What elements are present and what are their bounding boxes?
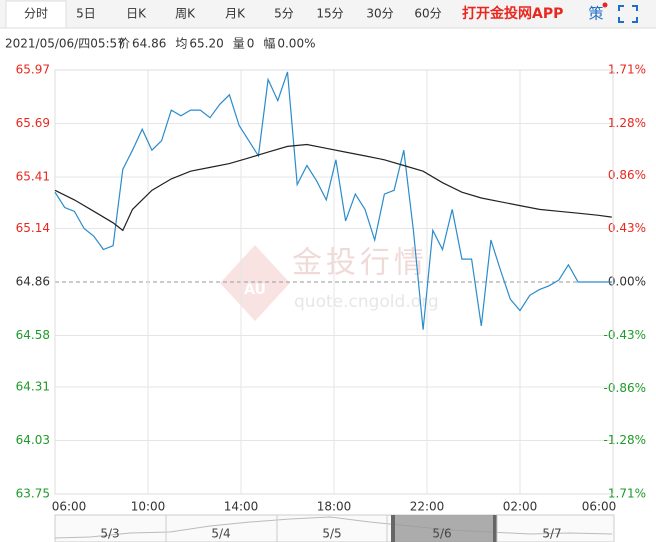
navigator-label: 5/6 bbox=[432, 527, 451, 541]
badge bbox=[602, 2, 608, 8]
tab[interactable]: 30分 bbox=[366, 7, 393, 21]
x-tick-label: 02:00 bbox=[503, 500, 538, 514]
price-line bbox=[54, 71, 612, 330]
price-line bbox=[54, 143, 612, 232]
navigator-label: 5/3 bbox=[100, 527, 119, 541]
navigator-selection[interactable] bbox=[393, 515, 495, 542]
y-tick-label: 65.41 bbox=[16, 169, 50, 183]
info-value: 0.00% bbox=[277, 37, 315, 51]
y2-tick-label: -0.43% bbox=[604, 328, 646, 342]
watermark-title: 金投行情 bbox=[292, 246, 428, 281]
y2-tick-label: -0.86% bbox=[604, 381, 646, 395]
strategy-button[interactable]: 策 bbox=[588, 5, 603, 23]
info-label: 幅 bbox=[263, 36, 275, 51]
y-tick-label: 64.03 bbox=[16, 433, 50, 447]
y2-tick-label: -1.28% bbox=[604, 433, 646, 447]
tab[interactable]: 5日 bbox=[76, 7, 96, 21]
tab[interactable]: 周K bbox=[175, 7, 196, 21]
x-tick-label: 06:00 bbox=[582, 500, 617, 514]
info-label: 量 bbox=[233, 37, 245, 51]
y-tick-label: 64.86 bbox=[16, 275, 50, 289]
y-tick-label: 64.31 bbox=[16, 380, 50, 394]
tab[interactable]: 5分 bbox=[274, 7, 294, 21]
y-tick-label: 65.14 bbox=[16, 221, 50, 235]
y2-tick-label: 0.43% bbox=[608, 221, 646, 235]
x-tick-label: 22:00 bbox=[410, 500, 445, 514]
info-value: 64.86 bbox=[132, 37, 166, 51]
tab[interactable]: 日K bbox=[126, 7, 147, 21]
tab[interactable]: 60分 bbox=[414, 7, 441, 21]
y2-tick-label: 0.00% bbox=[608, 275, 646, 289]
tab[interactable]: 分时 bbox=[24, 7, 48, 21]
watermark: AU 金投行情 quote.cngold.org bbox=[220, 245, 439, 321]
info-datetime: 2021/05/06/四05:57 bbox=[5, 37, 125, 51]
y-tick-label: 64.58 bbox=[16, 328, 50, 342]
y2-tick-label: -1.71% bbox=[604, 487, 646, 501]
navigator-label: 5/7 bbox=[542, 527, 561, 541]
y-tick-label: 65.69 bbox=[16, 116, 50, 130]
y2-tick-label: 0.86% bbox=[608, 168, 646, 182]
y2-tick-label: 1.28% bbox=[608, 116, 646, 130]
y2-tick-label: 1.71% bbox=[608, 63, 646, 77]
x-tick-label: 14:00 bbox=[224, 500, 259, 514]
navigator-label: 5/5 bbox=[322, 527, 341, 541]
navigator-handle[interactable] bbox=[391, 515, 395, 542]
navigator-preview bbox=[54, 516, 613, 539]
x-tick-label: 10:00 bbox=[131, 500, 166, 514]
plot-border bbox=[54, 69, 614, 495]
info-value: 65.20 bbox=[189, 37, 223, 51]
navigator-label: 5/4 bbox=[211, 527, 230, 541]
tab[interactable]: 月K bbox=[225, 7, 246, 21]
watermark-logo bbox=[220, 245, 290, 321]
app-link[interactable]: 打开金投网APP bbox=[462, 5, 563, 22]
tab[interactable]: 15分 bbox=[316, 7, 343, 21]
info-label: 均 bbox=[175, 37, 187, 51]
y-tick-label: 63.75 bbox=[16, 487, 50, 501]
fullscreen-button[interactable] bbox=[618, 5, 638, 23]
navigator[interactable] bbox=[54, 514, 615, 542]
navigator-handle[interactable] bbox=[493, 515, 497, 542]
x-tick-label: 06:00 bbox=[52, 500, 87, 514]
watermark-url: quote.cngold.org bbox=[294, 292, 439, 312]
y-tick-label: 65.97 bbox=[16, 63, 50, 77]
x-tick-label: 18:00 bbox=[317, 500, 352, 514]
active-tab bbox=[5, 0, 67, 29]
toolbar bbox=[0, 0, 656, 28]
info-value: 0 bbox=[247, 37, 255, 51]
info-label: 价 bbox=[118, 37, 130, 51]
watermark-logo-text: AU bbox=[244, 282, 266, 298]
